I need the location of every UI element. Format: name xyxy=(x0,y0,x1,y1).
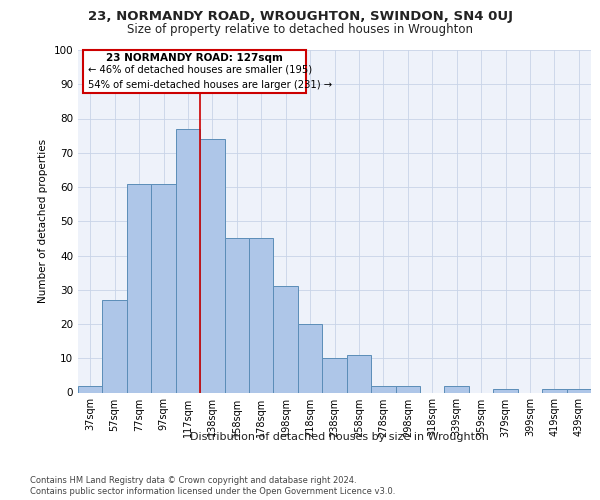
Y-axis label: Number of detached properties: Number of detached properties xyxy=(38,139,48,304)
Bar xyxy=(151,184,176,392)
Text: ← 46% of detached houses are smaller (195): ← 46% of detached houses are smaller (19… xyxy=(88,64,313,74)
Bar xyxy=(445,386,469,392)
Bar xyxy=(78,386,103,392)
Bar xyxy=(176,129,200,392)
Text: Contains HM Land Registry data © Crown copyright and database right 2024.: Contains HM Land Registry data © Crown c… xyxy=(30,476,356,485)
Bar xyxy=(127,184,151,392)
Text: Size of property relative to detached houses in Wroughton: Size of property relative to detached ho… xyxy=(127,22,473,36)
Bar xyxy=(493,389,518,392)
Text: 54% of semi-detached houses are larger (231) →: 54% of semi-detached houses are larger (… xyxy=(88,80,332,90)
Text: Contains public sector information licensed under the Open Government Licence v3: Contains public sector information licen… xyxy=(30,487,395,496)
Bar xyxy=(274,286,298,393)
Text: 23, NORMANDY ROAD, WROUGHTON, SWINDON, SN4 0UJ: 23, NORMANDY ROAD, WROUGHTON, SWINDON, S… xyxy=(88,10,512,23)
Bar xyxy=(542,389,566,392)
Bar xyxy=(200,139,224,392)
Bar xyxy=(249,238,274,392)
Bar xyxy=(566,389,591,392)
Bar xyxy=(103,300,127,392)
FancyBboxPatch shape xyxy=(83,50,306,93)
Bar xyxy=(347,355,371,393)
Bar xyxy=(371,386,395,392)
Bar xyxy=(224,238,249,392)
Text: 23 NORMANDY ROAD: 127sqm: 23 NORMANDY ROAD: 127sqm xyxy=(106,52,283,62)
Bar xyxy=(395,386,420,392)
Text: Distribution of detached houses by size in Wroughton: Distribution of detached houses by size … xyxy=(190,432,488,442)
Bar xyxy=(322,358,347,392)
Bar xyxy=(298,324,322,392)
